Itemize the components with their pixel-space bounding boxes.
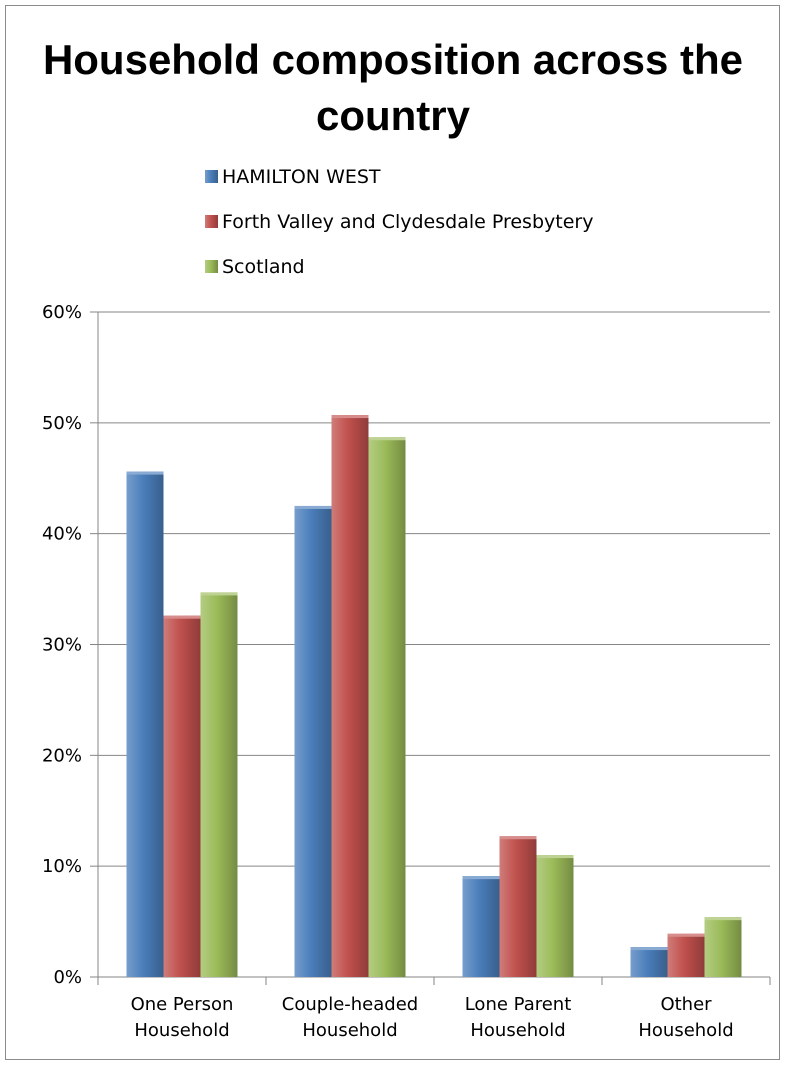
bar-top — [368, 437, 406, 441]
category-label: Lone Parent — [465, 994, 572, 1015]
bar-top — [294, 505, 332, 509]
bar — [499, 836, 537, 977]
bar — [630, 947, 668, 977]
y-tick-label: 20% — [42, 745, 82, 766]
category-label: Other — [660, 994, 712, 1015]
y-tick-label: 30% — [42, 635, 82, 656]
bar-top — [200, 592, 238, 596]
category-label: Household — [302, 1020, 397, 1041]
bar — [704, 917, 742, 977]
category-label: Household — [470, 1020, 565, 1041]
category-label: Household — [134, 1020, 229, 1041]
chart-title: Household composition across the country — [42, 36, 744, 139]
y-tick-label: 10% — [42, 856, 82, 877]
legend-swatch — [205, 170, 218, 183]
legend-swatch — [205, 215, 218, 228]
bar-top — [163, 615, 201, 619]
bar — [294, 505, 332, 977]
bar-top — [331, 415, 369, 419]
bar-top — [462, 876, 500, 880]
bar-top — [667, 933, 705, 937]
category-label: Couple-headed — [282, 994, 418, 1015]
y-tick-label: 40% — [42, 524, 82, 545]
bar-top — [126, 471, 164, 475]
bar-top — [704, 917, 742, 921]
bar — [667, 933, 705, 977]
y-tick-label: 60% — [42, 302, 82, 323]
bar — [126, 471, 164, 977]
bar — [163, 615, 201, 977]
bar — [462, 876, 500, 977]
bar-top — [630, 947, 668, 951]
bar-top — [536, 855, 574, 859]
bar-top — [499, 836, 537, 840]
legend-label: Forth Valley and Clydesdale Presbytery — [222, 211, 593, 233]
legend-swatch — [205, 260, 218, 273]
category-label: One Person — [131, 994, 234, 1015]
category-label: Household — [638, 1020, 733, 1041]
bar — [331, 415, 369, 977]
legend-label: Scotland — [222, 256, 305, 278]
bar — [200, 592, 238, 977]
y-tick-label: 0% — [53, 967, 82, 988]
y-tick-label: 50% — [42, 413, 82, 434]
bar — [536, 855, 574, 977]
legend-label: HAMILTON WEST — [222, 166, 381, 188]
bar — [368, 437, 406, 977]
